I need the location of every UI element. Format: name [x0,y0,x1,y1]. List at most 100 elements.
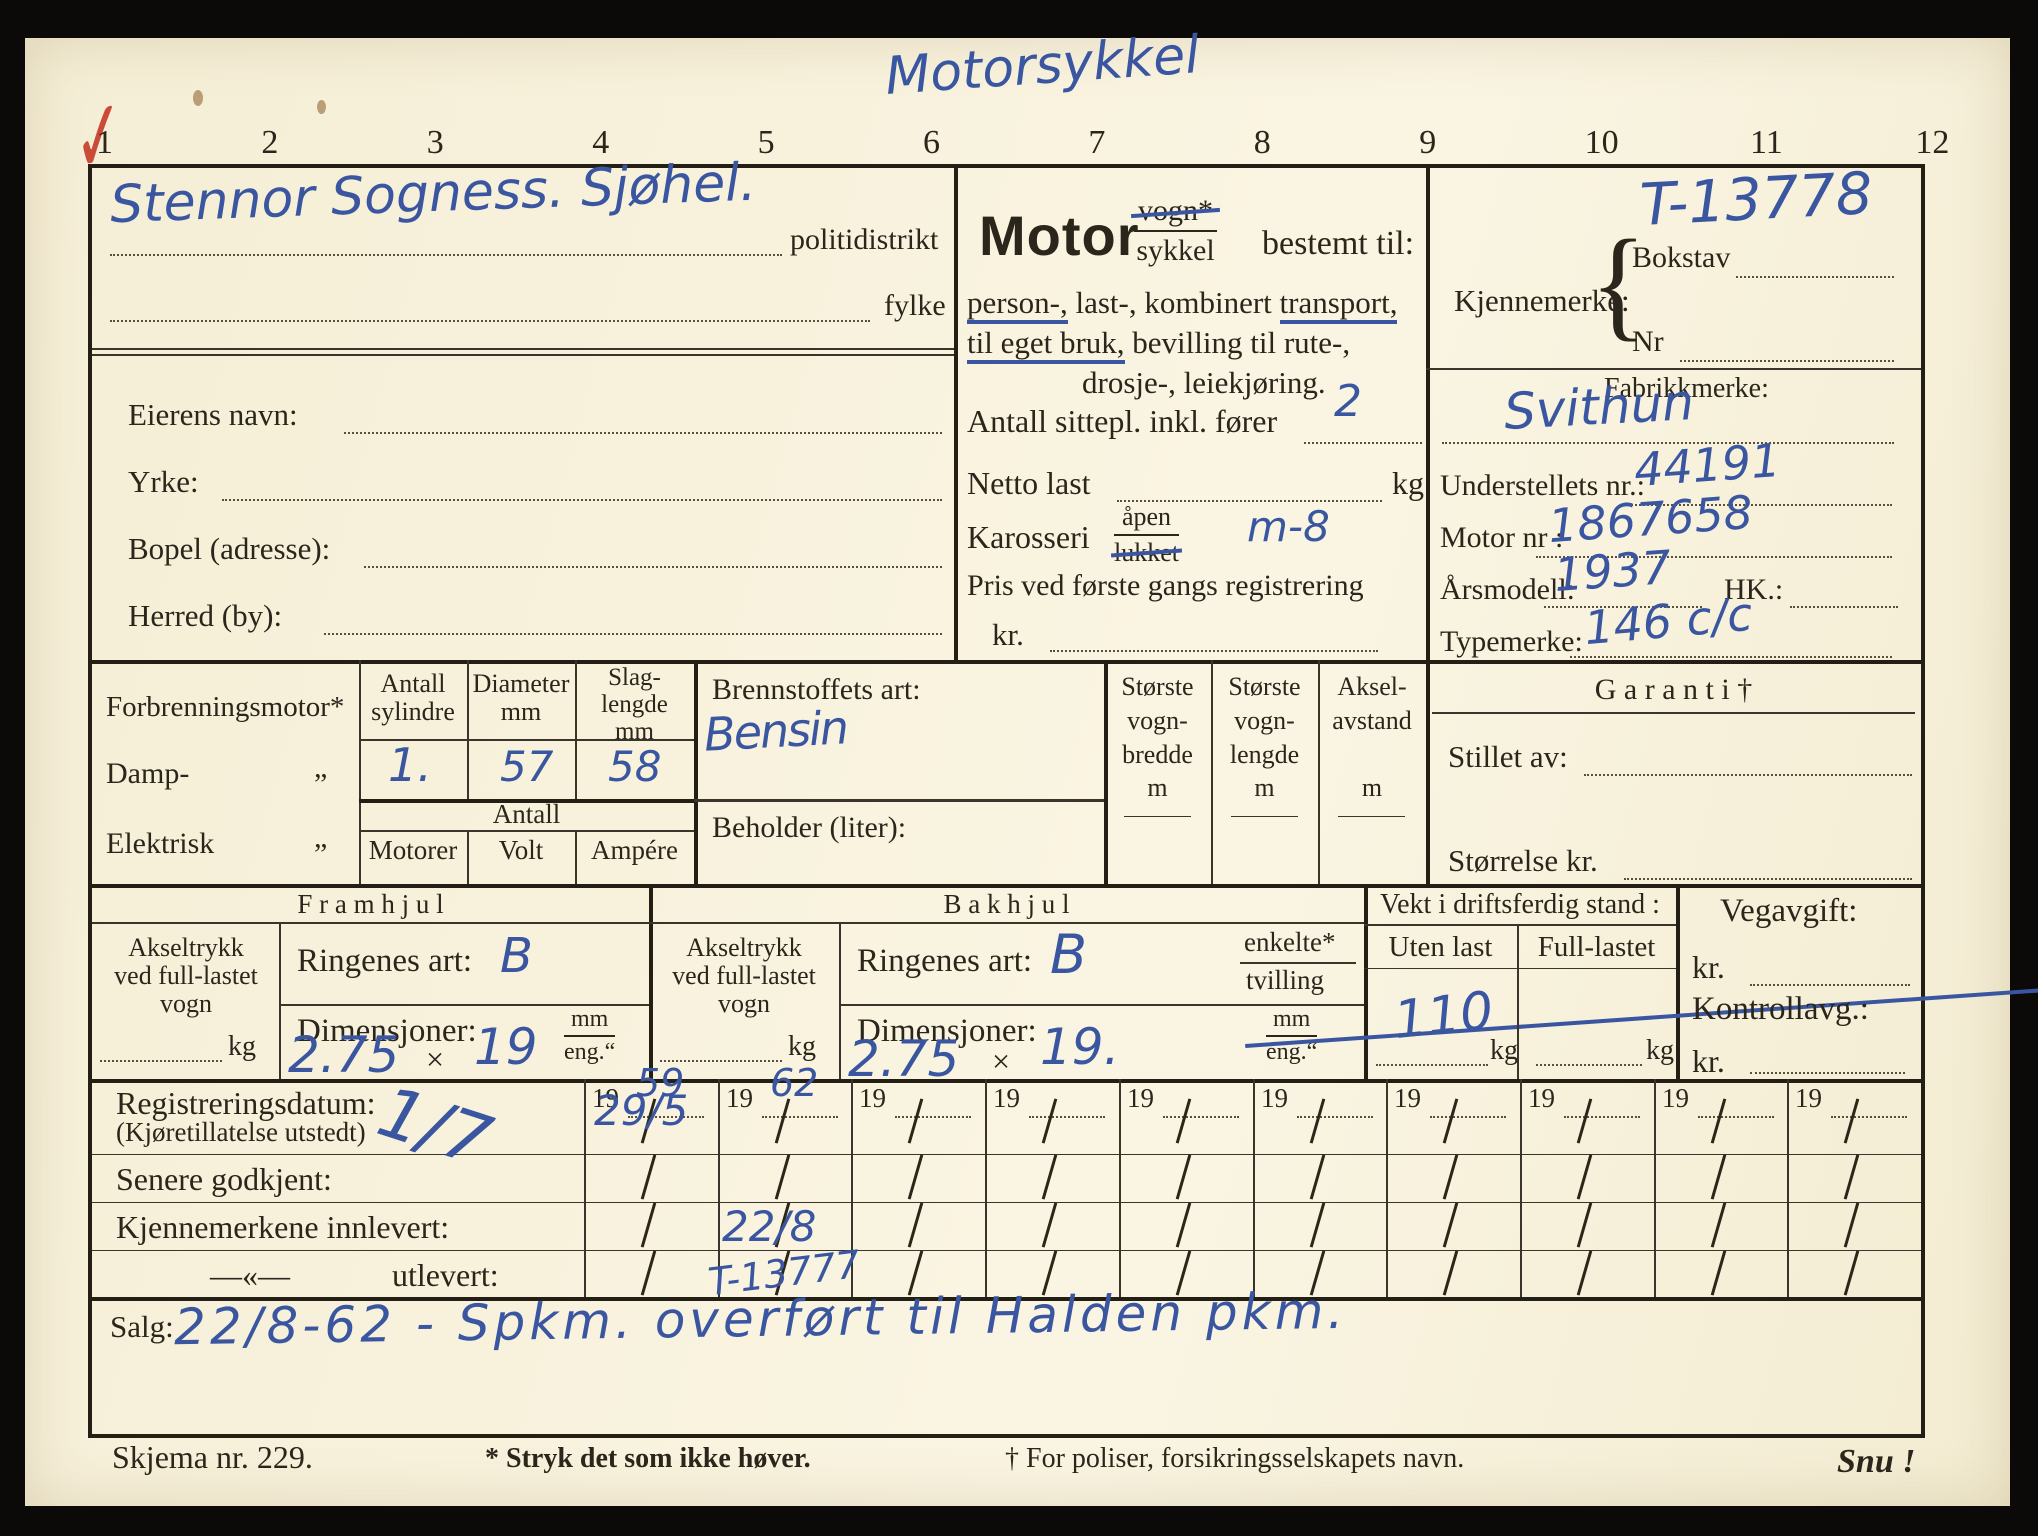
salg-label: Salg: [110,1309,174,1344]
dotted-line [1564,1116,1640,1118]
date-slash [907,1154,924,1200]
footer-note-poliser: † For poliser, forsikringsselskapets nav… [1005,1443,1465,1474]
apen-option: åpen [1114,502,1179,536]
garanti-title: G a r a n t i † [1594,673,1753,706]
nr-label: Nr [1632,325,1664,358]
dotted-line [1029,1116,1105,1118]
year-prefix-label: 19 [1127,1083,1154,1113]
eng-label: eng.“ [564,1039,616,1065]
times-sign: × [426,1041,445,1077]
dotted-line [1376,1064,1488,1066]
storrelse-label: Størrelse kr. [1448,843,1598,878]
dotted-line [100,1060,222,1062]
date-col-line [1386,1079,1388,1297]
antall-sylindre-header: Antall sylindre [371,669,455,727]
date-col-line [1520,1079,1522,1297]
date-slash [1175,1154,1192,1200]
date-slash [1442,1202,1459,1248]
registreringsdatum-label: Registreringsdatum: [116,1085,376,1121]
vekt-title: Vekt i driftsferdig stand : [1380,889,1660,920]
uten-last-label: Uten last [1388,931,1493,963]
kg-label: kg [228,1031,256,1062]
dotted-line [1442,442,1894,444]
dotted-line [628,1116,704,1118]
typemerke-label: Typemerke: [1440,625,1583,658]
date-slash [1843,1098,1860,1144]
date-slash [1442,1154,1459,1200]
dotted-line [1297,1116,1373,1118]
date-slash [1309,1154,1326,1200]
dotted-line [1750,984,1910,986]
dotted-line [1624,878,1912,880]
divider-vertical [954,168,958,660]
date-col-line [1119,1079,1121,1297]
fuel-divider [694,799,1104,802]
dotted-line [1831,1116,1907,1118]
enkelte-label: enkelte* [1244,927,1336,957]
dotted-line [110,254,782,256]
aksel-header: Aksel- avstand m [1332,672,1412,803]
kjoretillatelse-label: (Kjøretillatelse utstedt) [116,1117,366,1147]
dotted-line [1430,1116,1506,1118]
kr-label: kr. [1692,949,1725,985]
date-slash [907,1202,924,1248]
size-cell-line [1231,816,1298,817]
dotted-line [324,633,942,635]
ruler-number: 5 [757,124,775,161]
ruler-number: 2 [261,124,279,161]
times-sign: × [992,1043,1011,1079]
kg-label: kg [788,1031,816,1062]
year-prefix-label: 19 [859,1083,886,1113]
engine-col-line [575,660,577,799]
dates-columns: 19 59 29/5 19 62 22/8 T-13777 19 19 19 19 19 19 19 19 [92,168,1921,1434]
hw-sylindre-value: 1. [388,738,432,792]
ruler-number: 8 [1253,124,1271,161]
hk-label: HK.: [1724,573,1784,606]
purpose-line2: til eget bruk, bevilling til rute-, [967,326,1350,359]
section-border [92,1297,1921,1301]
dotted-line [1698,1116,1774,1118]
slaglengde-header: Slag- lengde mm [601,664,668,745]
year-prefix-label: 19 [726,1083,753,1113]
date-slash [1843,1202,1860,1248]
date-slash [1843,1250,1860,1296]
pris-kr-label: kr. [992,617,1024,652]
motornr-label: Motor nr : [1440,521,1564,554]
date-slash [1041,1154,1058,1200]
date-col-line [584,1079,586,1297]
brace-glyph: { [1590,214,1647,353]
akseltrykk-label: Akseltrykk ved full-lastet vogn [114,933,258,1019]
date-slash [640,1154,657,1200]
year-prefix-label: 19 [1795,1083,1822,1113]
kg-label: kg [1490,1035,1518,1066]
date-slash [1710,1202,1727,1248]
hw-year-value: 59 [636,1061,685,1105]
person-underlined: person-, [967,285,1068,320]
akseltrykk-label: Akseltrykk ved full-lastet vogn [672,933,816,1019]
section-divider [694,660,698,884]
date-row-line [92,1250,1921,1251]
full-lastet-label: Full-lastet [1537,931,1656,963]
date-slash [1175,1098,1192,1144]
framhjul-title: F r a m h j u l [297,889,444,919]
date-col-line [1787,1079,1789,1297]
purpose-line1: person-, last-, kombinert transport, [967,286,1397,319]
garanti-line [1432,712,1915,714]
netto-kg-label: kg [1392,465,1424,501]
stillet-av-label: Stillet av: [1448,739,1568,774]
vekt-subline [1364,968,1676,969]
dotted-line [1624,504,1892,506]
lukket-option: lukket [1114,538,1179,567]
volt-header: Volt [498,835,544,865]
vegavgift-label: Vegavgift: [1720,893,1858,929]
dotted-line [1790,606,1898,608]
bokstav-label: Bokstav [1632,241,1731,274]
apen-lukket-fraction: åpen lukket [1114,502,1179,568]
hw-karosseri-value: m-8 [1247,502,1330,551]
hw-slaglengde-value: 58 [608,742,662,791]
hw-fram-dim-b: 19 [474,1018,538,1076]
wheel-title-line [92,922,1364,924]
transport-underlined: transport, [1279,285,1398,320]
dotted-line [1304,442,1422,444]
section-divider [1426,660,1430,884]
